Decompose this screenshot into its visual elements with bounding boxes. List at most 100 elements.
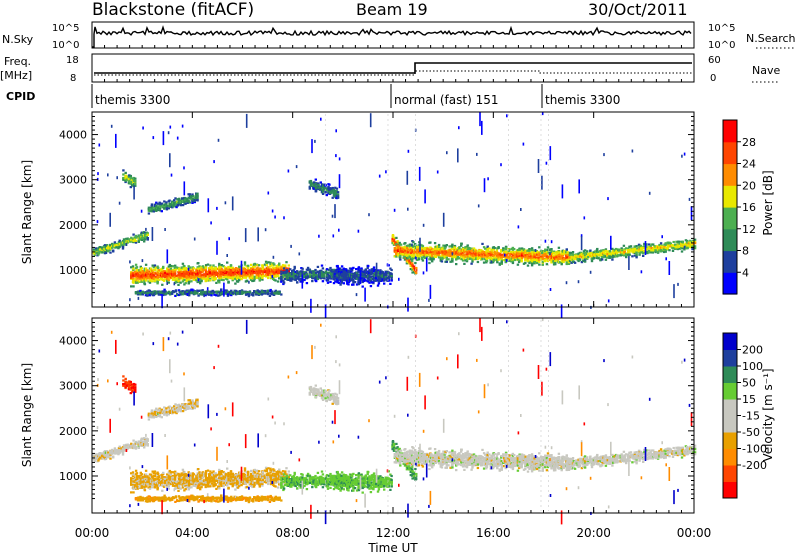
power-cell <box>182 273 186 276</box>
power-cell <box>590 260 594 263</box>
power-cell <box>640 249 644 252</box>
power-cell <box>393 250 397 253</box>
power-cell <box>147 276 150 280</box>
power-cell <box>128 174 131 177</box>
power-cell <box>130 236 133 239</box>
power-cell <box>546 260 550 263</box>
power-cell <box>206 279 210 282</box>
power-cell <box>463 257 466 261</box>
power-cell <box>178 198 181 202</box>
power-cell <box>502 255 505 258</box>
power-cell <box>200 278 203 281</box>
power-cell <box>314 268 317 272</box>
power-cell <box>606 250 609 254</box>
power-cell <box>272 270 275 273</box>
power-cell <box>482 246 486 249</box>
power-cell <box>471 249 474 252</box>
power-cell <box>510 250 513 253</box>
power-cell <box>218 291 221 294</box>
power-cell <box>422 248 426 251</box>
power-cell <box>658 247 661 250</box>
power-cell <box>668 245 671 248</box>
power-cell <box>153 268 157 271</box>
power-cell <box>169 293 172 296</box>
power-cell <box>147 212 151 215</box>
power-cell <box>577 257 580 260</box>
power-cell <box>496 257 499 260</box>
power-cell <box>395 255 398 258</box>
power-cell <box>177 273 180 276</box>
power-cell <box>176 198 180 201</box>
power-cell <box>520 258 523 261</box>
power-cell <box>192 195 195 198</box>
power-cell <box>202 268 206 271</box>
power-cell <box>498 253 501 256</box>
power-cell <box>451 256 454 259</box>
power-cell <box>533 261 536 264</box>
power-cell <box>132 183 136 186</box>
power-cell <box>526 252 529 255</box>
power-cell <box>148 289 151 292</box>
power-cell <box>315 274 318 277</box>
power-cell <box>500 262 503 265</box>
power-cell <box>252 279 256 282</box>
power-cell <box>597 257 600 260</box>
power-cell <box>404 242 407 245</box>
power-cell <box>150 203 154 206</box>
power-cell <box>511 254 515 257</box>
power-cell <box>160 291 163 294</box>
power-cell <box>153 264 157 267</box>
power-cell <box>599 258 602 262</box>
power-cell <box>412 270 416 273</box>
power-cell <box>528 261 531 264</box>
power-cell <box>420 257 424 261</box>
power-cell <box>139 293 142 296</box>
power-cell <box>415 271 418 275</box>
power-cell <box>538 246 541 249</box>
power-cell <box>312 273 315 276</box>
power-cell <box>451 257 454 260</box>
power-cell <box>475 252 478 255</box>
power-cell <box>146 233 149 236</box>
power-cell <box>490 251 493 254</box>
power-cell <box>562 252 565 256</box>
power-cell <box>202 291 206 294</box>
power-cell <box>570 261 573 264</box>
power-cell <box>623 249 626 252</box>
power-cell <box>416 249 419 252</box>
power-cell <box>570 257 573 260</box>
power-cell <box>563 251 566 254</box>
power-cell <box>470 262 473 265</box>
power-cell <box>157 208 160 212</box>
power-cell <box>583 251 587 255</box>
power-cell <box>678 245 681 248</box>
power-cell <box>330 191 333 194</box>
power-cell <box>185 268 188 271</box>
power-cell <box>604 255 608 258</box>
power-cell <box>328 190 332 193</box>
power-cell <box>185 271 188 274</box>
power-cell <box>305 282 309 285</box>
power-cell <box>656 250 660 253</box>
power-cell <box>566 258 569 261</box>
power-cell <box>444 253 447 256</box>
power-cell <box>264 260 268 263</box>
power-cell <box>393 255 397 258</box>
power-cell <box>179 202 182 205</box>
power-cell <box>455 263 458 266</box>
power-cell <box>129 176 132 180</box>
power-cell <box>426 253 429 257</box>
power-cell <box>137 240 140 243</box>
power-cell <box>395 236 398 239</box>
power-cell <box>127 181 131 184</box>
power-cell <box>152 275 156 278</box>
power-cell <box>322 275 326 278</box>
power-cell <box>218 269 221 272</box>
power-cell <box>681 245 684 248</box>
power-cell <box>518 250 521 253</box>
power-cell <box>504 259 507 262</box>
power-cell <box>416 254 419 257</box>
power-cell <box>162 265 165 268</box>
power-cell <box>464 253 467 256</box>
